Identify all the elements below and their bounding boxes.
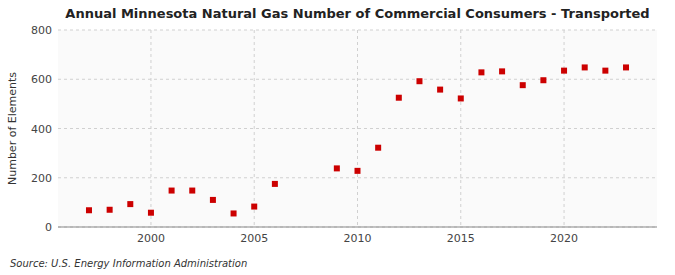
points — [86, 64, 629, 216]
x-grid-line — [254, 30, 255, 227]
point — [272, 181, 278, 187]
x-tick-label: 2000 — [137, 232, 165, 245]
x-tick-label: 2010 — [344, 232, 372, 245]
chart: 0 200 400 600 800 2000 2005 2010 2015 2020 Annual … — [0, 0, 675, 275]
title: Annual Minnesota Natural Gas Number of C… — [65, 6, 649, 21]
x-grid-line — [150, 30, 151, 227]
grid — [58, 30, 657, 227]
x-tick-label: 2015 — [447, 232, 475, 245]
point — [540, 77, 546, 83]
y-tick-label: 600 — [31, 73, 52, 86]
x-tick-label: 2005 — [240, 232, 268, 245]
point — [169, 188, 175, 194]
point — [520, 82, 526, 88]
y-grid-line — [58, 177, 657, 178]
point — [602, 68, 608, 74]
point — [561, 68, 567, 74]
point — [189, 188, 195, 194]
y-tick-label: 800 — [31, 24, 52, 37]
point — [107, 207, 113, 213]
point — [86, 207, 92, 213]
point — [355, 168, 361, 174]
point — [623, 64, 629, 70]
y-grid-line — [58, 227, 657, 228]
x-axis-line — [58, 227, 657, 228]
point — [375, 145, 381, 151]
point — [416, 78, 422, 84]
y-tick-label: 400 — [31, 123, 52, 136]
point — [458, 95, 464, 101]
x-grid-line — [357, 30, 358, 227]
y-axis-label: Number of Elements — [6, 72, 19, 185]
y-tick-label: 200 — [31, 172, 52, 185]
point — [148, 210, 154, 216]
point — [251, 204, 257, 210]
x-grid-line — [460, 30, 461, 227]
point — [437, 87, 443, 93]
plot-area — [58, 30, 657, 227]
y-tick-label: 0 — [45, 221, 52, 234]
point — [334, 165, 340, 171]
x-grid-line — [564, 30, 565, 227]
axes: 0 200 400 600 800 2000 2005 2010 2015 2020 — [31, 24, 657, 245]
point — [396, 95, 402, 101]
point — [127, 201, 133, 207]
point — [478, 69, 484, 75]
source-note: Source: U.S. Energy Information Administ… — [10, 258, 247, 269]
point — [231, 210, 237, 216]
point — [582, 64, 588, 70]
point — [499, 68, 505, 74]
point — [210, 197, 216, 203]
x-tick-label: 2020 — [550, 232, 578, 245]
